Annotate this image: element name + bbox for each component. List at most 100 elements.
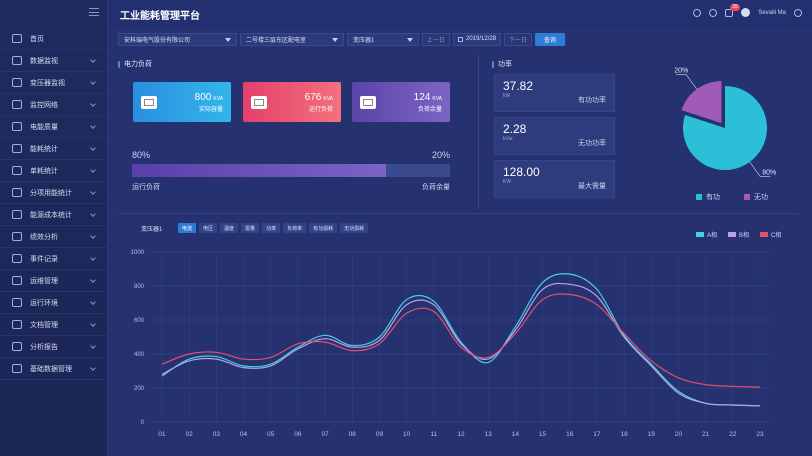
legend-swatch xyxy=(728,232,736,237)
date-value: 2019/12/28 xyxy=(466,36,497,42)
tab-4[interactable]: 功率 xyxy=(262,223,281,233)
sidebar-item[interactable]: 运行环境 xyxy=(0,292,107,314)
load-margin-value: 124 xyxy=(413,91,431,103)
pie-slice-有功[interactable] xyxy=(683,86,767,170)
sidebar-item[interactable]: 数据监视 xyxy=(0,50,107,72)
sidebar-item-label: 事件记录 xyxy=(30,255,58,263)
tab-3[interactable]: 需量 xyxy=(241,223,260,233)
tab-2[interactable]: 温度 xyxy=(220,223,239,233)
running-load-value: 676 xyxy=(304,91,322,103)
sidebar-item[interactable]: 基础数据管理 xyxy=(0,358,107,380)
device-select[interactable]: 变压器1 xyxy=(347,32,419,46)
menu-toggle-icon[interactable] xyxy=(89,8,99,16)
x-tick-label: 11 xyxy=(430,431,437,438)
legend-b: B相 xyxy=(728,230,749,239)
user-name[interactable]: Sevalli Ma xyxy=(758,9,786,16)
legend-c: C相 xyxy=(760,230,781,239)
analysis-icon xyxy=(12,232,22,241)
sidebar-item[interactable]: 单耗统计 xyxy=(0,160,107,182)
help-icon[interactable] xyxy=(709,8,718,17)
trend-title: 变压器1 xyxy=(141,227,163,233)
tab-0[interactable]: 电流 xyxy=(178,223,197,233)
sidebar-item-label: 运维管理 xyxy=(30,277,58,285)
calendar-icon xyxy=(458,36,463,42)
sidebar-item[interactable]: 分项用能统计 xyxy=(0,182,107,204)
query-label: 查询 xyxy=(543,37,556,44)
active-power-unit: kW xyxy=(503,93,511,99)
sidebar-item[interactable]: 绩效分析 xyxy=(0,226,107,248)
tab-5[interactable]: 负荷率 xyxy=(283,223,307,233)
chevron-down-icon xyxy=(225,37,231,42)
sidebar-item[interactable]: 首页 xyxy=(0,28,107,50)
legend-swatch xyxy=(760,232,768,237)
tab-6[interactable]: 有功损耗 xyxy=(309,223,338,233)
legend-c-label: C相 xyxy=(771,233,782,239)
chevron-down-icon xyxy=(332,37,338,42)
location-select-value: 二号楼三层东区配电室 xyxy=(246,37,307,44)
app-title: 工业能耗管理平台 xyxy=(120,10,200,22)
avatar[interactable] xyxy=(741,8,751,17)
trend-tabs: 电流 电压 温度 需量 功率 负荷率 有功损耗 无功损耗 xyxy=(178,223,369,233)
x-tick-label: 16 xyxy=(566,431,574,438)
capacity-value: 800 xyxy=(194,91,212,103)
sidebar-item[interactable]: 能源成本统计 xyxy=(0,204,107,226)
sidebar-item[interactable]: 能耗统计 xyxy=(0,138,107,160)
pie-label: 80% xyxy=(762,170,776,177)
x-tick-label: 15 xyxy=(539,431,547,438)
sidebar-item[interactable]: 文档管理 xyxy=(0,314,107,336)
query-button[interactable]: 查询 xyxy=(535,32,565,46)
running-load-card: 676 KVA 运行负荷 xyxy=(243,82,341,122)
image-icon xyxy=(251,95,267,109)
next-day-button[interactable]: 下一日 xyxy=(504,32,532,46)
max-demand-label: 最大需量 xyxy=(578,183,606,190)
sidebar-item-label: 监控网络 xyxy=(30,101,58,109)
x-tick-label: 14 xyxy=(512,431,520,438)
reactive-power-value: 2.28 xyxy=(503,122,527,136)
y-tick-label: 600 xyxy=(134,318,145,324)
active-power-value: 37.82 xyxy=(503,79,534,93)
capacity-label: 实际容量 xyxy=(198,106,223,113)
x-tick-label: 03 xyxy=(213,431,221,438)
globe-icon[interactable] xyxy=(794,8,802,17)
series-line-1 xyxy=(161,282,761,407)
vertical-divider xyxy=(478,54,479,209)
y-tick-label: 0 xyxy=(141,420,145,426)
nodes-icon xyxy=(12,166,22,175)
image-icon xyxy=(360,95,376,109)
pie-legend-reactive: 无功 xyxy=(744,192,768,202)
sidebar-item[interactable]: 监控网络 xyxy=(0,94,107,116)
date-picker[interactable]: 2019/12/28 xyxy=(453,32,501,46)
sidebar-item[interactable]: 变压器监视 xyxy=(0,72,107,94)
sidebar-item-label: 绩效分析 xyxy=(30,233,58,241)
reactive-power-label: 无功功率 xyxy=(578,140,606,147)
sidebar-item-label: 能源成本统计 xyxy=(30,211,72,219)
tab-1[interactable]: 电压 xyxy=(199,223,218,233)
sidebar-item[interactable]: 分析报告 xyxy=(0,336,107,358)
location-select[interactable]: 二号楼三层东区配电室 xyxy=(240,32,344,46)
sidebar-item-label: 基础数据管理 xyxy=(30,365,72,373)
sidebar-item[interactable]: 事件记录 xyxy=(0,248,107,270)
power-section-title: 功率 xyxy=(492,59,512,69)
notification-badge: 35 xyxy=(730,3,740,11)
search-icon[interactable] xyxy=(693,8,702,17)
tab-7[interactable]: 无功损耗 xyxy=(340,223,369,233)
sidebar: 首页 数据监视 变压器监视监控网络电能质量 能耗统计单耗统计分项用能统计能源成本统计绩… xyxy=(0,0,108,456)
pie-slice-无功[interactable] xyxy=(681,81,722,124)
sidebar-header xyxy=(0,0,107,28)
chevron-down-icon xyxy=(407,37,413,42)
pie-leader-line xyxy=(749,161,771,177)
sidebar-item[interactable]: 运维管理 xyxy=(0,270,107,292)
pie-legend-active: 有功 xyxy=(696,192,720,202)
home-icon xyxy=(12,34,22,43)
sidebar-item[interactable]: 电能质量 xyxy=(0,116,107,138)
prev-day-button[interactable]: 上一日 xyxy=(422,32,450,46)
series-line-2 xyxy=(161,293,761,388)
company-select[interactable]: 安科瑞电气股份有限公司 xyxy=(118,32,237,46)
x-tick-label: 10 xyxy=(403,431,411,438)
reactive-power-box: 2.28 kVar 无功功率 xyxy=(494,117,615,155)
notification-icon[interactable]: 35 xyxy=(725,3,740,17)
shield-icon xyxy=(12,122,22,131)
sidebar-item-label: 单耗统计 xyxy=(30,167,58,175)
running-load-unit: KVA xyxy=(323,95,333,102)
pie-legend-reactive-label: 无功 xyxy=(754,194,768,201)
